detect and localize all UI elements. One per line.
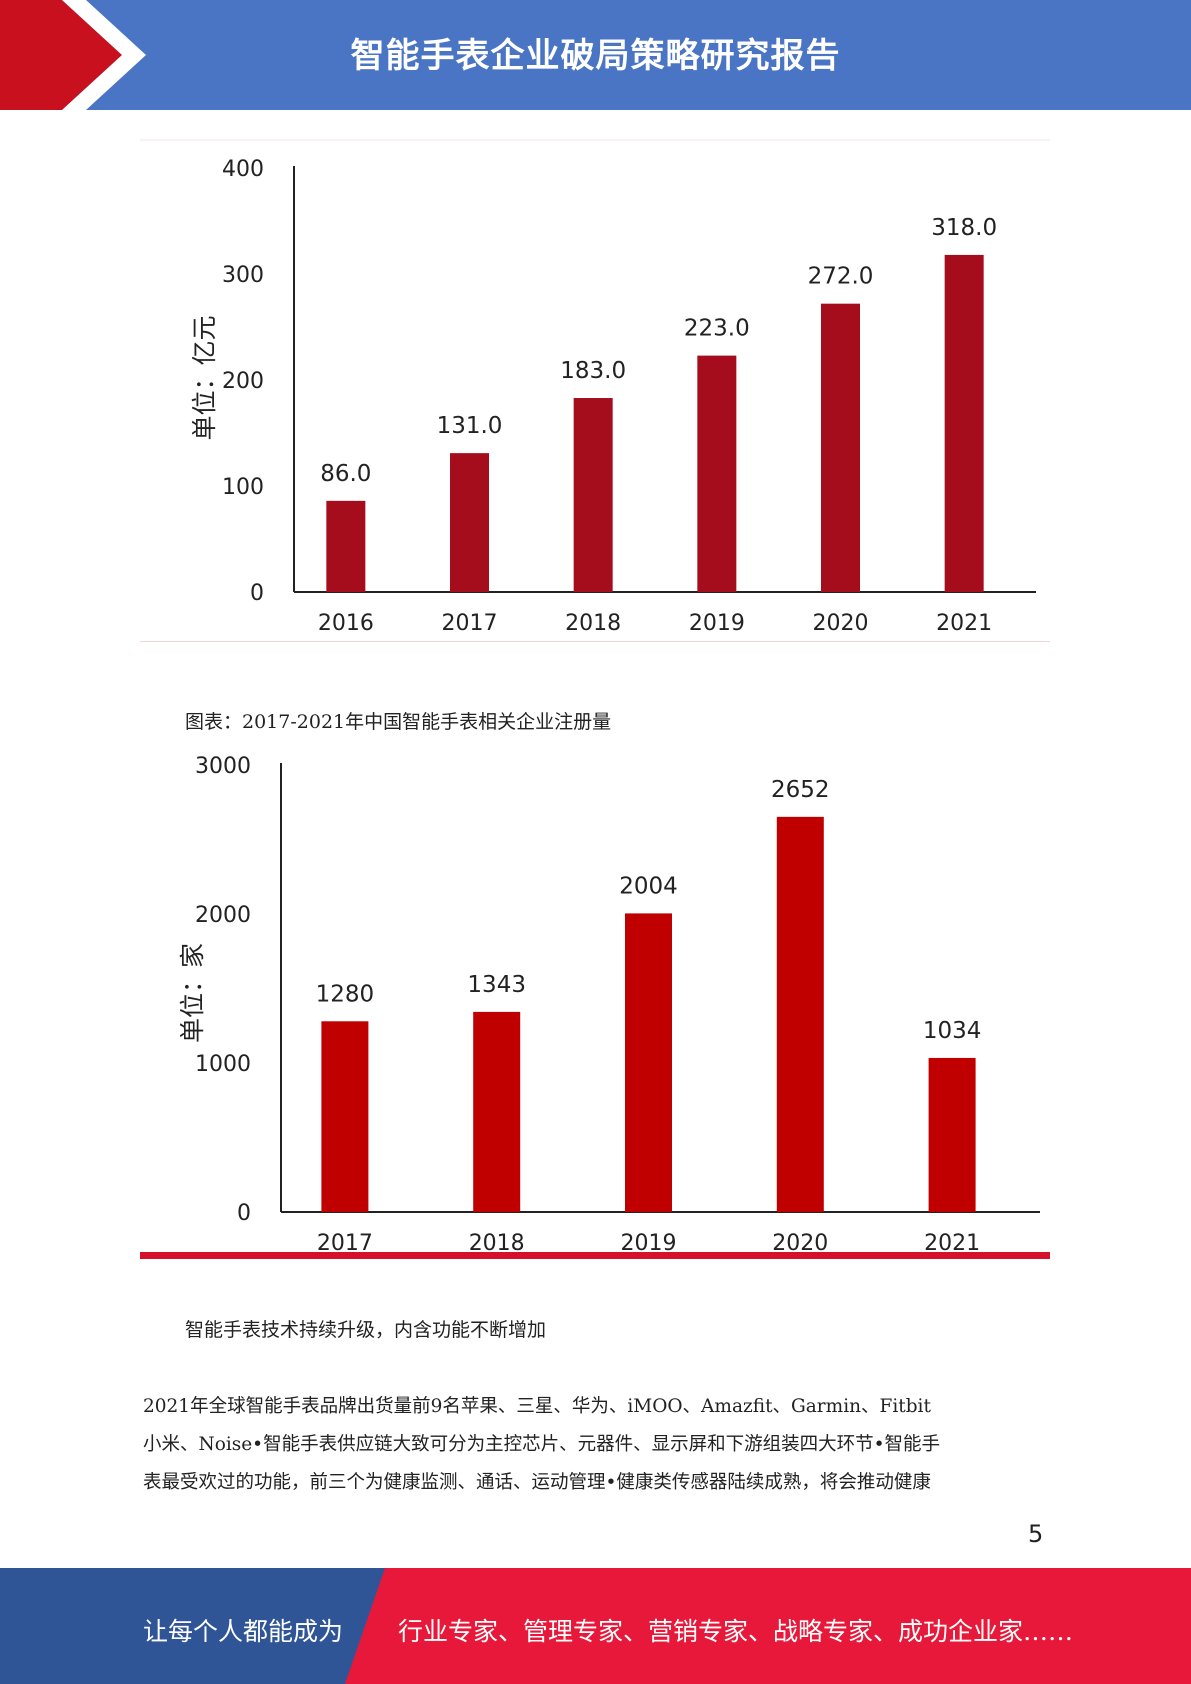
chart1-bar	[450, 453, 489, 592]
page-footer: 让每个人都能成为 行业专家、管理专家、营销专家、战略专家、成功企业家……	[0, 1568, 1191, 1684]
chart1-data-label: 223.0	[684, 316, 750, 342]
section-subheading: 智能手表技术持续升级，内含功能不断增加	[185, 1319, 547, 1341]
chart2-bottom-rule	[140, 1252, 1050, 1259]
chart1-bar	[944, 254, 984, 593]
chart1-x-tick-label: 2021	[936, 611, 992, 636]
paragraph-line: 小米、Noise•智能手表供应链大致可分为主控芯片、元器件、显示屏和下游组装四大…	[143, 1434, 941, 1455]
chart2-bar	[928, 1057, 976, 1212]
chart2-bar	[776, 816, 824, 1212]
chart2-y-axis-label: 单位：家	[178, 943, 207, 1044]
document-title: 智能手表企业破局策略研究报告	[350, 36, 841, 76]
chart1-bar	[821, 303, 860, 592]
footer-slogan-right: 行业专家、管理专家、营销专家、战略专家、成功企业家……	[398, 1617, 1074, 1646]
chart1-x-tick-label: 2020	[813, 611, 869, 636]
chart1-bar	[326, 500, 366, 592]
chart1-y-tick-label: 100	[222, 475, 264, 500]
chart2-x-tick-label: 2017	[317, 1231, 373, 1256]
chart1-y-axis-label: 单位：亿元	[190, 315, 219, 441]
chart2-y-tick-label: 3000	[195, 754, 251, 779]
page-number: 5	[1028, 1520, 1044, 1548]
chart1-y-tick-label: 200	[222, 369, 264, 394]
chart2-data-label: 2652	[771, 777, 830, 803]
chart1-data-label: 318.0	[931, 215, 997, 241]
chart2-x-tick-label: 2018	[469, 1231, 525, 1256]
registrations-chart: 0 1000 2000 3000 1280 2017 1343 2018 2004 2019 265…	[140, 750, 1050, 1260]
chart2-data-label: 1034	[923, 1018, 982, 1044]
chart1-bar	[697, 355, 737, 592]
market-size-chart-svg: 0 100 200 300 400 86.0 2016 131.0 2017 183.0 2018 2…	[140, 139, 1050, 642]
paragraph-line: 2021年全球智能手表品牌出货量前9名苹果、三星、华为、iMOO、Amazfit…	[143, 1396, 931, 1417]
chart2-y-tick-label: 0	[237, 1201, 251, 1226]
chart2-bar	[625, 913, 672, 1212]
chart1-y-tick-label: 400	[222, 157, 264, 182]
chart1-data-label: 183.0	[560, 358, 626, 384]
chart2-y-tick-label: 1000	[195, 1052, 251, 1077]
chart2-data-label: 1343	[467, 972, 526, 998]
footer-slogan-left: 让每个人都能成为	[143, 1617, 344, 1646]
chart1-data-label: 272.0	[808, 264, 874, 290]
footer-background	[0, 1568, 1191, 1684]
chart1-x-tick-label: 2018	[565, 611, 621, 636]
registrations-chart-svg: 0 1000 2000 3000 1280 2017 1343 2018 2004 2019 265…	[140, 754, 1050, 1259]
chart1-bottom-rule	[140, 641, 1050, 642]
chart2-bar	[473, 1011, 521, 1212]
chart1-bar	[573, 398, 613, 592]
page-header: 智能手表企业破局策略研究报告	[0, 0, 1191, 110]
body-paragraph: 2021年全球智能手表品牌出货量前9名苹果、三星、华为、iMOO、Amazfit…	[143, 1388, 1048, 1502]
header-arrow-decoration	[0, 0, 146, 110]
chart2-bar	[321, 1021, 369, 1212]
chart1-x-tick-label: 2019	[689, 611, 745, 636]
chart2-y-tick-label: 2000	[195, 903, 251, 928]
chart2-data-label: 2004	[619, 873, 678, 899]
chart1-x-tick-label: 2016	[318, 611, 374, 636]
chart2-x-tick-label: 2020	[772, 1231, 828, 1256]
chart2-x-tick-label: 2019	[621, 1231, 677, 1256]
figure-caption: 图表：2017-2021年中国智能手表相关企业注册量	[185, 711, 612, 733]
market-size-chart: 0 100 200 300 400 86.0 2016 131.0 2017 183.0 2018 2…	[140, 139, 1050, 645]
chart1-x-tick-label: 2017	[442, 611, 498, 636]
chart1-y-tick-label: 300	[222, 263, 264, 288]
paragraph-line: 表最受欢过的功能，前三个为健康监测、通话、运动管理•健康类传感器陆续成熟，将会推…	[143, 1472, 931, 1493]
chart2-data-label: 1280	[316, 981, 375, 1007]
chart1-data-label: 131.0	[437, 413, 503, 439]
chart1-y-tick-label: 0	[250, 581, 264, 606]
chart2-x-tick-label: 2021	[924, 1231, 980, 1256]
chart1-data-label: 86.0	[320, 461, 371, 487]
